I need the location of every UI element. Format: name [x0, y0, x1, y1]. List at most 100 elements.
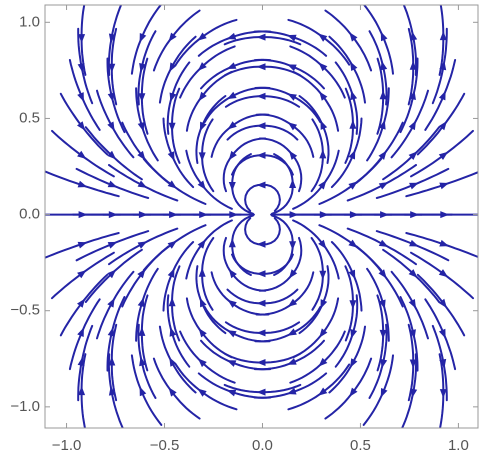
stream-arrow: [169, 92, 177, 103]
streamline: [84, 248, 143, 303]
streamline: [142, 158, 207, 205]
stream-arrow: [78, 386, 86, 396]
stream-arrow: [256, 33, 266, 41]
stream-arrow: [289, 179, 297, 188]
stream-arrow: [288, 269, 298, 279]
stream-arrow: [378, 299, 386, 310]
stream-arrow: [319, 270, 327, 280]
stream-arrow: [197, 239, 206, 249]
stream-arrow: [107, 92, 115, 103]
streamline: [292, 219, 340, 280]
streamline: [244, 217, 281, 246]
stream-arrow: [410, 388, 418, 399]
x-tick-label: −0.5: [150, 437, 180, 454]
stream-arrow: [350, 329, 358, 339]
stream-arrow: [438, 151, 449, 161]
streamline: [382, 248, 441, 303]
stream-layer: [45, 5, 478, 428]
stream-arrow: [228, 238, 236, 248]
streamline: [185, 149, 233, 210]
stream-arrow: [139, 356, 146, 367]
stream-arrow: [228, 150, 237, 161]
stream-arrow: [167, 240, 177, 249]
stream-arrow: [256, 151, 266, 159]
stream-arrow: [318, 62, 328, 72]
streamline: [231, 253, 294, 275]
stream-arrow: [77, 180, 88, 188]
stream-arrow: [78, 34, 86, 44]
stream-arrow: [438, 269, 449, 278]
stream-arrow: [256, 359, 266, 366]
stream-arrow: [107, 269, 117, 279]
stream-arrow: [197, 180, 206, 190]
stream-arrow: [229, 211, 239, 219]
stream-arrow: [199, 297, 207, 308]
stream-arrow: [319, 328, 328, 338]
stream-arrow: [318, 357, 328, 367]
streamline: [318, 224, 383, 272]
stream-arrow: [137, 268, 146, 279]
stream-arrow: [139, 386, 147, 397]
stream-arrow: [287, 64, 297, 72]
stream-arrow: [408, 299, 417, 309]
stream-arrow: [168, 32, 177, 42]
stream-arrow: [227, 299, 237, 308]
stream-arrow: [438, 328, 446, 339]
stream-arrow: [77, 356, 85, 367]
stream-arrow: [379, 90, 387, 100]
stream-arrow: [167, 151, 175, 161]
stream-arrow: [139, 63, 146, 73]
stream-arrow: [320, 299, 328, 309]
stream-arrow: [168, 297, 176, 307]
stream-arrow: [349, 300, 357, 310]
y-tick-label: −1.0: [10, 398, 40, 415]
y-tick-label: 1.0: [19, 13, 40, 30]
stream-arrow: [288, 150, 298, 160]
stream-arrow: [107, 121, 115, 132]
stream-arrow: [77, 92, 84, 102]
stream-arrow: [77, 150, 87, 160]
streamline: [271, 153, 294, 215]
stream-arrow: [198, 91, 207, 102]
stream-arrow: [438, 121, 447, 131]
streamline: [271, 214, 294, 276]
stream-arrow: [138, 93, 146, 103]
stream-arrow: [408, 120, 417, 131]
plot-frame: [44, 4, 479, 429]
x-tick-label: 0.5: [350, 437, 371, 454]
stream-arrow: [199, 121, 207, 132]
stream-arrow: [256, 388, 266, 396]
streamline: [142, 224, 207, 272]
stream-arrow: [228, 182, 236, 191]
stream-arrow: [318, 33, 328, 42]
stream-arrow: [169, 62, 177, 72]
stream-arrow: [319, 149, 327, 159]
stream-arrow: [107, 327, 115, 337]
stream-arrow: [197, 388, 207, 397]
streamline: [255, 271, 315, 316]
streamline: [258, 137, 303, 193]
stream-arrow: [77, 241, 88, 249]
x-tick-label: −1.0: [52, 437, 82, 454]
stream-arrow: [438, 298, 447, 309]
streamline: [318, 158, 383, 205]
stream-arrow: [409, 182, 419, 190]
streamline: [382, 126, 441, 181]
stream-arrow: [348, 181, 358, 190]
stream-arrow: [380, 60, 388, 71]
streamline: [84, 126, 143, 181]
stream-arrow: [227, 91, 237, 100]
stream-arrow: [108, 63, 116, 73]
stream-arrow: [350, 358, 358, 368]
stream-arrow: [438, 90, 446, 101]
streamline: [231, 214, 254, 276]
streamline: [231, 154, 294, 176]
stream-arrow: [439, 31, 447, 41]
stream-arrow: [197, 32, 207, 41]
stream-arrow: [167, 180, 177, 189]
stream-arrow: [380, 387, 388, 398]
y-tick-label: −0.5: [10, 302, 40, 319]
stream-arrow: [379, 329, 387, 339]
